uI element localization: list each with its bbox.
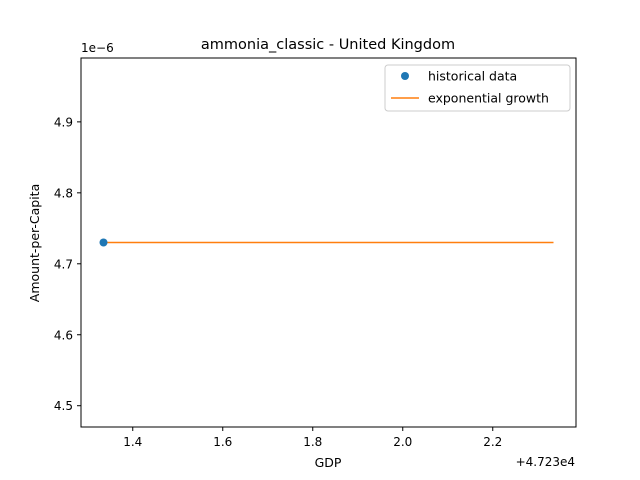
y-tick-label: 4.8 [54, 186, 73, 200]
x-axis: 1.4 1.6 1.8 2.0 2.2 [123, 427, 502, 449]
x-tick-label: 1.4 [123, 435, 142, 449]
legend-marker-historical [401, 72, 409, 80]
y-tick-label: 4.7 [54, 257, 73, 271]
y-axis: 4.5 4.6 4.7 4.8 4.9 [54, 115, 81, 413]
plot-area [80, 57, 577, 428]
axes-frame [80, 57, 577, 428]
chart-title: ammonia_classic - United Kingdom [201, 37, 455, 53]
y-tick-label: 4.6 [54, 328, 73, 342]
legend-label: historical data [428, 69, 517, 84]
y-tick-label: 4.9 [54, 115, 73, 129]
y-tick-label: 4.5 [54, 399, 73, 413]
x-tick-label: 1.6 [213, 435, 232, 449]
data-point-historical [99, 238, 108, 247]
legend-label: exponential growth [428, 91, 549, 106]
y-multiplier-label: 1e−6 [81, 41, 114, 55]
legend-box [384, 64, 571, 112]
legend: historical data exponential growth [384, 64, 571, 112]
x-offset-label: +4.723e4 [516, 455, 575, 469]
x-tick-label: 1.8 [303, 435, 322, 449]
x-tick-label: 2.2 [483, 435, 502, 449]
x-tick-label: 2.0 [393, 435, 412, 449]
x-axis-label: GDP [315, 455, 342, 470]
y-axis-label: Amount-per-Capita [27, 184, 42, 302]
